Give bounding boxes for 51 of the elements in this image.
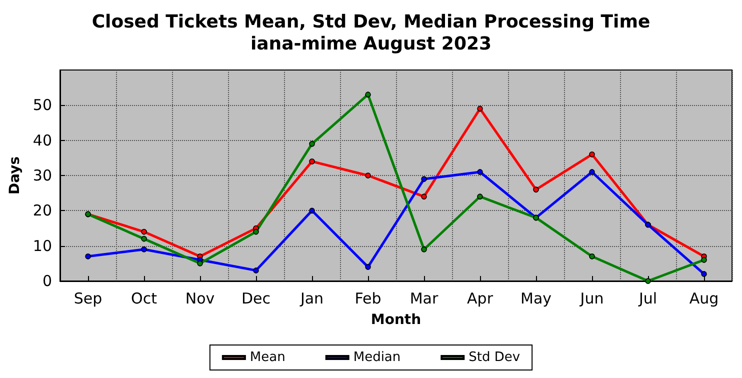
x-tick-label: Jan [299,290,324,308]
y-tick-label: 30 [32,166,52,184]
legend-label: Std Dev [468,350,520,365]
point [141,246,147,252]
point [197,260,203,266]
point [477,106,483,112]
point [701,257,707,263]
x-tick-label: Nov [185,290,215,308]
point [141,228,147,235]
y-tick-label: 50 [32,96,52,114]
point [309,208,315,214]
point [253,228,259,235]
point [309,158,315,164]
point [589,152,595,158]
x-tick-label: Aug [689,290,719,308]
point [365,264,371,270]
point [533,186,539,192]
y-tick-label: 0 [42,272,52,290]
x-tick-label: Jun [579,290,604,308]
legend-label: Median [353,350,401,365]
point [645,278,651,284]
x-tick-label: Apr [467,290,494,308]
point [477,194,483,200]
point [309,140,315,147]
y-tick-label: 10 [32,236,52,255]
y-tick-label: 40 [32,131,52,150]
point [421,176,427,182]
chart-title: Closed Tickets Mean, Std Dev, Median Processing Time [92,12,650,32]
x-tick-label: Dec [241,290,271,308]
x-tick-label: May [520,290,552,308]
point [421,246,427,252]
point [253,268,259,274]
point [85,253,91,260]
x-tick-label: Oct [131,290,158,308]
point [589,169,595,175]
point [365,92,371,98]
point [421,194,427,200]
y-axis-title: Days [7,156,23,195]
point [701,271,707,277]
point [141,236,147,242]
point [589,253,595,260]
point [477,169,483,175]
chart-subtitle: iana-mime August 2023 [250,34,492,54]
x-tick-label: Feb [354,290,382,308]
x-tick-label: Mar [410,290,439,308]
x-axis-title: Month [370,312,422,328]
point [365,172,371,178]
x-tick-label: Jul [638,290,658,308]
x-tick-label: Sep [74,290,102,308]
legend-label: Mean [250,350,286,365]
y-tick-label: 20 [32,202,52,220]
